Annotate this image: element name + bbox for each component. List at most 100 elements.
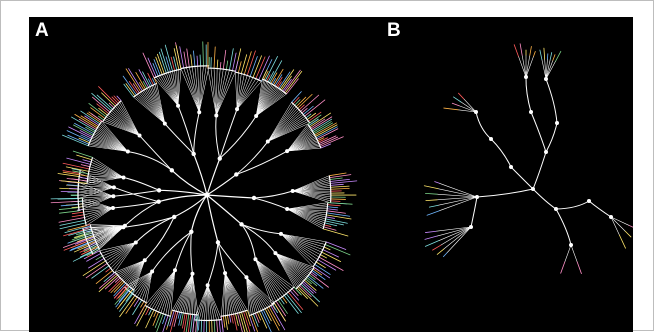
tree-branch <box>128 152 172 171</box>
tree-branch <box>174 195 207 217</box>
tree-branch <box>172 274 192 310</box>
tree-branch <box>471 197 477 227</box>
tree-leaf <box>154 311 156 317</box>
tree-leaf <box>424 186 438 189</box>
tree-branch <box>437 227 471 236</box>
tree-leaf <box>326 217 335 219</box>
tree-leaf <box>514 45 518 57</box>
tree-branch <box>275 253 310 273</box>
tree-branch <box>236 151 287 174</box>
tree-branch <box>268 110 299 142</box>
tree-leaf <box>272 78 275 84</box>
tree-leaf <box>220 62 221 68</box>
tree-branch <box>571 245 577 262</box>
tree-leaf <box>64 230 84 236</box>
tree-leaf <box>553 55 555 61</box>
tree-leaf <box>330 184 343 185</box>
tree-leaf <box>140 303 146 314</box>
tree-branch <box>220 116 256 158</box>
tree-leaf <box>83 261 105 276</box>
tree-branch <box>268 105 295 141</box>
tree-branch <box>194 112 200 154</box>
tree-leaf <box>425 236 437 239</box>
tree-leaf <box>250 57 257 77</box>
tree-leaf <box>114 282 124 293</box>
tree-branch <box>136 217 174 243</box>
tree-leaf <box>174 312 178 327</box>
tree-branch <box>242 224 281 234</box>
tree-leaf <box>143 72 151 87</box>
tree-leaf <box>324 247 330 250</box>
tree-leaf <box>139 83 143 90</box>
tree-leaf <box>141 301 144 307</box>
tree-leaf <box>327 209 337 210</box>
tree-leaf <box>453 97 461 102</box>
tree-leaf <box>323 250 339 257</box>
tree-branch <box>114 187 159 201</box>
tree-leaf <box>292 289 298 296</box>
tree-branch <box>140 136 172 171</box>
tree-leaf <box>244 52 251 75</box>
tree-node <box>587 199 591 203</box>
tree-leaf <box>326 242 346 250</box>
tree-branch <box>546 61 555 79</box>
tree-leaf <box>223 50 225 69</box>
tree-branch <box>565 245 571 262</box>
tree-leaf <box>137 307 147 326</box>
tree-leaf <box>425 193 437 194</box>
tree-arc <box>208 68 236 71</box>
tree-leaf <box>227 315 228 324</box>
tree-branch <box>84 208 112 217</box>
tree-leaf <box>301 284 320 302</box>
tree-leaf <box>427 211 439 216</box>
tree-leaf <box>63 163 89 169</box>
tree-branch <box>533 189 556 209</box>
tree-leaf <box>235 61 237 72</box>
tree-leaf <box>286 294 301 313</box>
tree-branch <box>235 72 237 109</box>
tree-leaf <box>253 56 262 78</box>
tree-leaf <box>629 225 633 230</box>
tree-branch <box>211 68 216 115</box>
tree-leaf <box>72 215 84 217</box>
tree-leaf <box>555 51 560 61</box>
tree-branch <box>526 55 530 77</box>
tree-leaf <box>153 63 158 76</box>
tree-branch <box>152 232 191 272</box>
tree-leaf <box>520 44 522 56</box>
tree-leaf <box>320 255 326 258</box>
tree-leaf <box>187 49 190 67</box>
tree-branch <box>287 209 326 217</box>
tree-branch <box>242 224 276 253</box>
tree-leaf <box>278 82 282 88</box>
tree-leaf <box>124 84 134 97</box>
tree-node <box>489 137 493 141</box>
tree-leaf <box>437 249 444 254</box>
tree-branch <box>526 77 531 112</box>
tree-leaf <box>77 155 92 160</box>
tree-leaf <box>83 160 91 162</box>
tree-leaf <box>143 82 147 89</box>
tree-branch <box>150 87 165 124</box>
tree-branch <box>444 227 471 249</box>
tree-branch <box>255 259 288 292</box>
tree-leaf <box>273 305 278 313</box>
tree-branch <box>216 116 220 159</box>
tree-leaf <box>306 279 312 284</box>
tree-leaf <box>217 60 218 69</box>
tree-branch <box>268 107 296 142</box>
tree-leaf <box>184 52 187 68</box>
tree-leaf <box>193 51 194 66</box>
tree-leaf <box>126 84 135 96</box>
tree-leaf <box>112 97 118 103</box>
tree-branch <box>158 76 178 106</box>
tree-leaf <box>267 75 270 81</box>
tree-leaf <box>311 272 317 276</box>
tree-branch <box>531 112 546 152</box>
tree-leaf <box>155 313 161 328</box>
tree-branch <box>293 183 331 191</box>
tree-branch <box>281 234 323 250</box>
tree-leaf <box>298 94 313 108</box>
tree-branch <box>611 217 625 231</box>
